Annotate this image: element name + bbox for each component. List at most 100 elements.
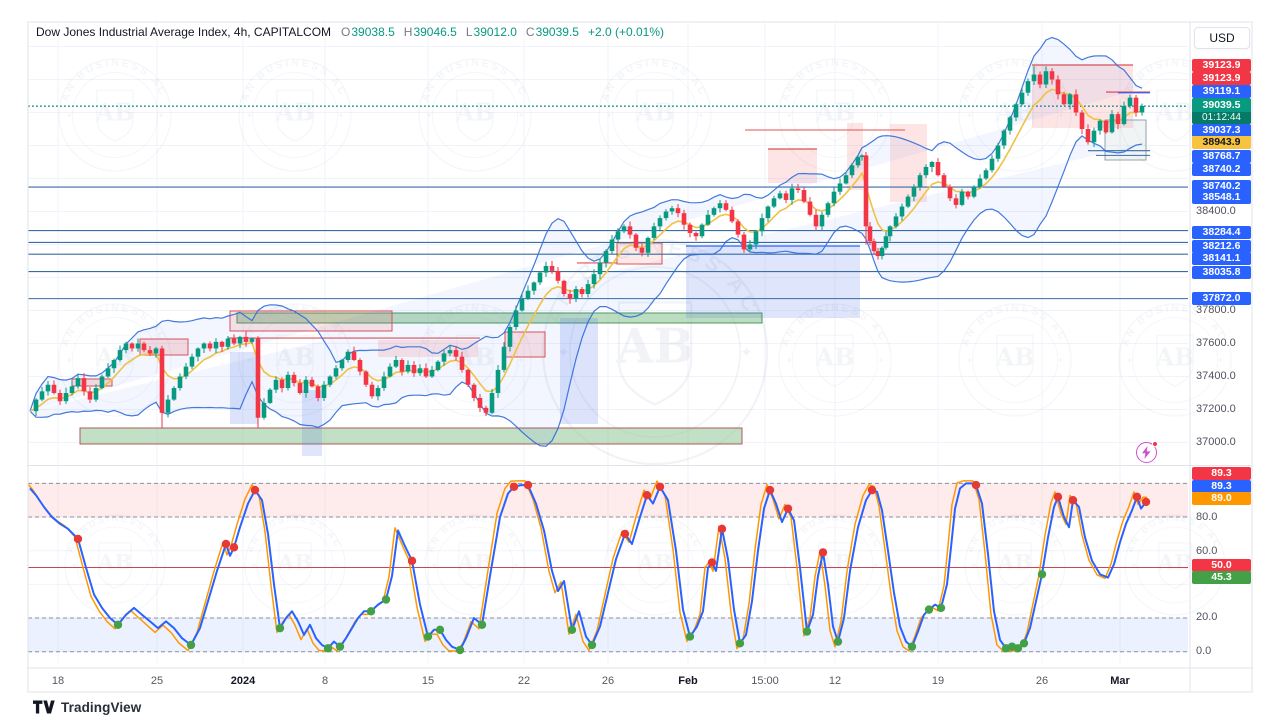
svg-text:✦: ✦ (966, 111, 973, 120)
svg-text:AB: AB (275, 98, 315, 126)
tradingview-logo-icon (33, 700, 55, 714)
price-axis-label: 39037.3 (1192, 124, 1251, 137)
sell-signal-dot (523, 480, 533, 490)
supply-zone (616, 242, 663, 265)
sell-signal-dot (818, 548, 828, 557)
svg-text:✦: ✦ (873, 562, 879, 570)
symbol-info-bar[interactable]: Dow Jones Industrial Average Index, 4h, … (36, 25, 665, 39)
ohlc-values: O39038.5 H39046.5 L39012.0 C39039.5 +2.0… (341, 25, 664, 39)
svg-text:AB: AB (1155, 98, 1195, 126)
currency-toggle-button[interactable]: USD (1194, 27, 1250, 49)
buy-signal-dot (335, 642, 345, 651)
price-axis-label: 39119.1 (1192, 85, 1251, 98)
sell-signal-dot (1132, 492, 1142, 502)
svg-text:✦: ✦ (1217, 356, 1224, 365)
svg-text:AB: AB (95, 98, 135, 126)
price-axis-label: 38943.9 (1192, 136, 1251, 149)
sell-signal-dot (407, 556, 417, 566)
price-axis-gridline-label: 20.0 (1196, 611, 1221, 623)
svg-text:AB: AB (995, 343, 1035, 371)
demand-zone (236, 312, 763, 324)
price-axis-gridline-label: 60.0 (1196, 545, 1221, 557)
svg-text:AB: AB (455, 98, 495, 126)
bollinger-band-fill (30, 37, 1142, 447)
tradingview-logo[interactable]: TradingView (33, 699, 141, 715)
sell-signal-dot (765, 485, 775, 495)
price-axis-label: 89.3 (1192, 467, 1251, 480)
main-pane (28, 36, 1188, 456)
price-axis-gridline-label: 37400.0 (1196, 370, 1239, 382)
svg-text:✦: ✦ (557, 345, 570, 362)
sell-signal-dot (1053, 492, 1063, 502)
sell-signal-dot (707, 558, 717, 567)
svg-text:✦: ✦ (333, 562, 339, 570)
svg-text:✦: ✦ (1131, 562, 1137, 570)
buy-signal-dot (477, 620, 487, 629)
buy-signal-dot (323, 644, 333, 653)
svg-text:✦: ✦ (786, 111, 793, 120)
sell-signal-dot (250, 485, 260, 495)
sell-signal-dot (509, 482, 519, 491)
price-axis-gridline-label: 80.0 (1196, 511, 1221, 523)
svg-text:AB: AB (815, 343, 855, 371)
price-axis-label: 89.3 (1192, 480, 1251, 493)
svg-text:✦: ✦ (966, 356, 973, 365)
ohlc-close: C39039.5 (525, 25, 579, 39)
svg-text:✦: ✦ (513, 562, 519, 570)
sell-signal-dot (867, 485, 877, 495)
svg-text:✦: ✦ (251, 562, 257, 570)
sell-signal-dot (229, 543, 239, 552)
svg-text:✦: ✦ (66, 356, 73, 365)
buy-signal-dot (685, 632, 695, 641)
svg-text:AB: AB (997, 551, 1033, 576)
svg-text:✦: ✦ (426, 356, 433, 365)
svg-text:AB: AB (637, 551, 673, 576)
buy-signal-dot (186, 640, 196, 650)
buy-signal-dot (924, 605, 934, 614)
svg-text:✦: ✦ (431, 562, 437, 570)
imbalance-zone (560, 318, 598, 424)
ohlc-open: O39038.5 (341, 25, 395, 39)
buy-signal-dot (567, 625, 577, 635)
svg-text:✦: ✦ (786, 356, 793, 365)
supply-zone (229, 310, 393, 332)
svg-text:✦: ✦ (1057, 356, 1064, 365)
time-axis-label: 8 (321, 675, 329, 687)
buy-signal-dot (113, 620, 123, 629)
svg-text:AB: AB (97, 551, 133, 576)
svg-text:✦: ✦ (157, 111, 164, 120)
buy-signal-dot (1013, 644, 1023, 653)
buy-signal-dot (833, 637, 843, 646)
sell-signal-dot (717, 524, 727, 534)
buy-signal-dot (1037, 570, 1047, 579)
svg-text:✦: ✦ (971, 562, 977, 570)
price-axis-label: 50.0 (1192, 559, 1251, 572)
imbalance-zone (302, 390, 322, 456)
sell-signal-dot (971, 480, 981, 490)
ohlc-high: H39046.5 (403, 25, 457, 39)
sell-signal-dot (620, 529, 630, 539)
price-axis-label: 89.0 (1192, 492, 1251, 505)
price-axis-label: 39123.9 (1192, 59, 1251, 72)
buy-signal-dot (802, 627, 812, 636)
price-axis-label: 45.3 (1192, 571, 1251, 584)
ohlc-low: L39012.0 (465, 25, 517, 39)
lightning-quick-trade-icon[interactable] (1136, 441, 1158, 463)
demand-zone (79, 427, 743, 445)
svg-text:✦: ✦ (606, 111, 613, 120)
svg-text:AB: AB (277, 551, 313, 576)
sell-signal-dot (1141, 497, 1151, 507)
buy-signal-dot (735, 639, 745, 648)
sell-signal-dot (642, 490, 652, 500)
lightning-bolt-icon (1142, 446, 1151, 459)
price-axis-label: 38284.4 (1192, 226, 1251, 239)
svg-text:✦: ✦ (693, 562, 699, 570)
time-axis-label: 2024 (230, 675, 256, 687)
notification-dot (1152, 441, 1158, 447)
